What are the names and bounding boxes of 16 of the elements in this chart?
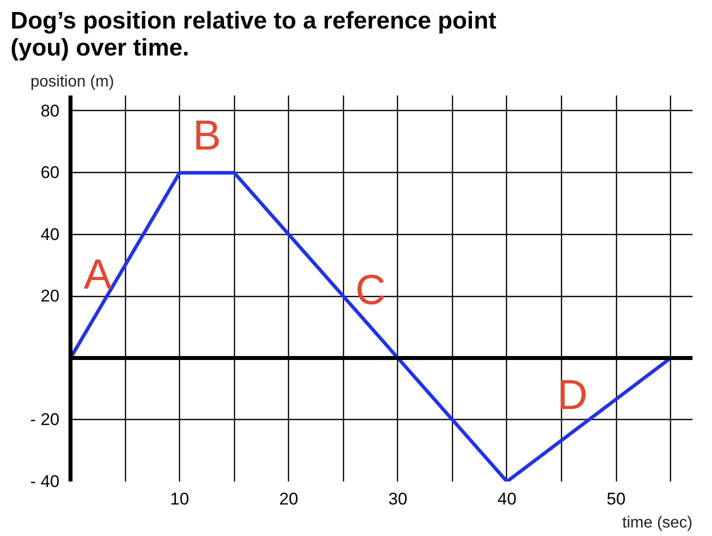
x-tick-label: 40 <box>498 490 516 508</box>
y-tick-label: - 20 <box>30 410 60 430</box>
y-tick-label: 80 <box>40 101 60 120</box>
annotation: B <box>192 112 221 159</box>
x-tick-label: 20 <box>279 490 298 508</box>
chart-title: Dog’s position relative to a reference point (you) over time. <box>10 8 496 62</box>
y-tick-label: 20 <box>40 286 60 306</box>
annotation: A <box>84 250 112 298</box>
x-tick-label: 50 <box>606 490 626 508</box>
x-axis-title: time (sec) <box>622 514 693 532</box>
y-tick-label: 40 <box>40 224 60 244</box>
x-tick-label: 30 <box>388 490 408 508</box>
x-tick-label: 10 <box>170 490 190 508</box>
y-tick-label: - 40 <box>30 472 60 491</box>
y-axis-title: position (m) <box>30 74 114 90</box>
y-tick-label: 60 <box>40 163 60 182</box>
